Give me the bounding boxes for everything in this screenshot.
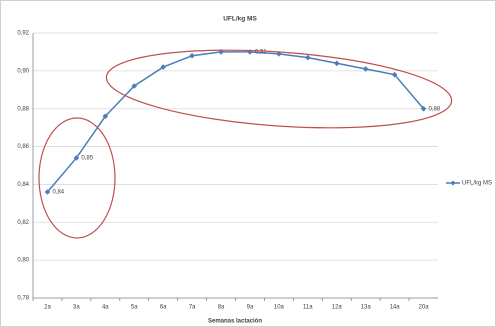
x-tick-label: 2a: [44, 305, 51, 311]
x-tick-label: 14a: [390, 305, 401, 311]
data-point: [276, 51, 282, 57]
data-point: [333, 60, 340, 67]
data-label: 0,85: [81, 156, 93, 162]
data-label: 0,88: [429, 106, 441, 112]
x-tick-label: 13a: [361, 305, 372, 311]
data-label: 0,84: [52, 190, 64, 196]
x-tick-label: 4a: [102, 305, 109, 311]
data-point: [44, 189, 51, 195]
y-tick-label: 0,84: [17, 182, 29, 188]
legend-label: UFL/kg MS: [462, 181, 492, 187]
y-tick-label: 0,88: [17, 106, 29, 112]
x-tick-label: 8a: [218, 305, 225, 311]
y-tick-label: 0,82: [17, 220, 29, 226]
data-point: [189, 52, 195, 59]
highlight-ellipse: [105, 49, 453, 129]
data-point: [160, 64, 166, 70]
x-tick-label: 5a: [131, 305, 138, 311]
x-tick-label: 7a: [189, 305, 196, 311]
data-point: [305, 54, 311, 61]
x-tick-label: 10a: [274, 305, 285, 311]
y-tick-label: 0,80: [17, 258, 29, 264]
y-tick-label: 0,92: [17, 31, 29, 37]
y-tick-label: 0,78: [17, 296, 29, 302]
data-point: [420, 105, 427, 112]
data-point: [102, 113, 109, 120]
chart-title: UFL/kg MS: [223, 16, 257, 23]
y-tick-label: 0,90: [17, 68, 29, 74]
x-tick-label: 11a: [303, 305, 313, 311]
x-tick-label: 9a: [247, 305, 254, 311]
data-point: [73, 155, 80, 161]
x-axis-label: Semanas lactación: [208, 319, 262, 325]
x-tick-label: 12a: [332, 305, 343, 311]
data-point: [362, 66, 369, 72]
x-tick-label: 20a: [419, 305, 430, 311]
legend-marker: [450, 180, 456, 186]
plot-area: 0,78 0,80 0,82 0,84 0,86 0,88 0,90 0,92 2a 3a 4a 5a…: [17, 31, 492, 311]
data-point: [391, 71, 398, 78]
data-label: 0,91: [255, 50, 267, 56]
y-tick-label: 0,86: [17, 144, 29, 150]
highlight-ellipse: [38, 117, 116, 239]
x-tick-label: 6a: [160, 305, 167, 311]
series-line: [46, 51, 425, 193]
data-point: [131, 83, 138, 89]
x-tick-label: 3a: [73, 305, 80, 311]
